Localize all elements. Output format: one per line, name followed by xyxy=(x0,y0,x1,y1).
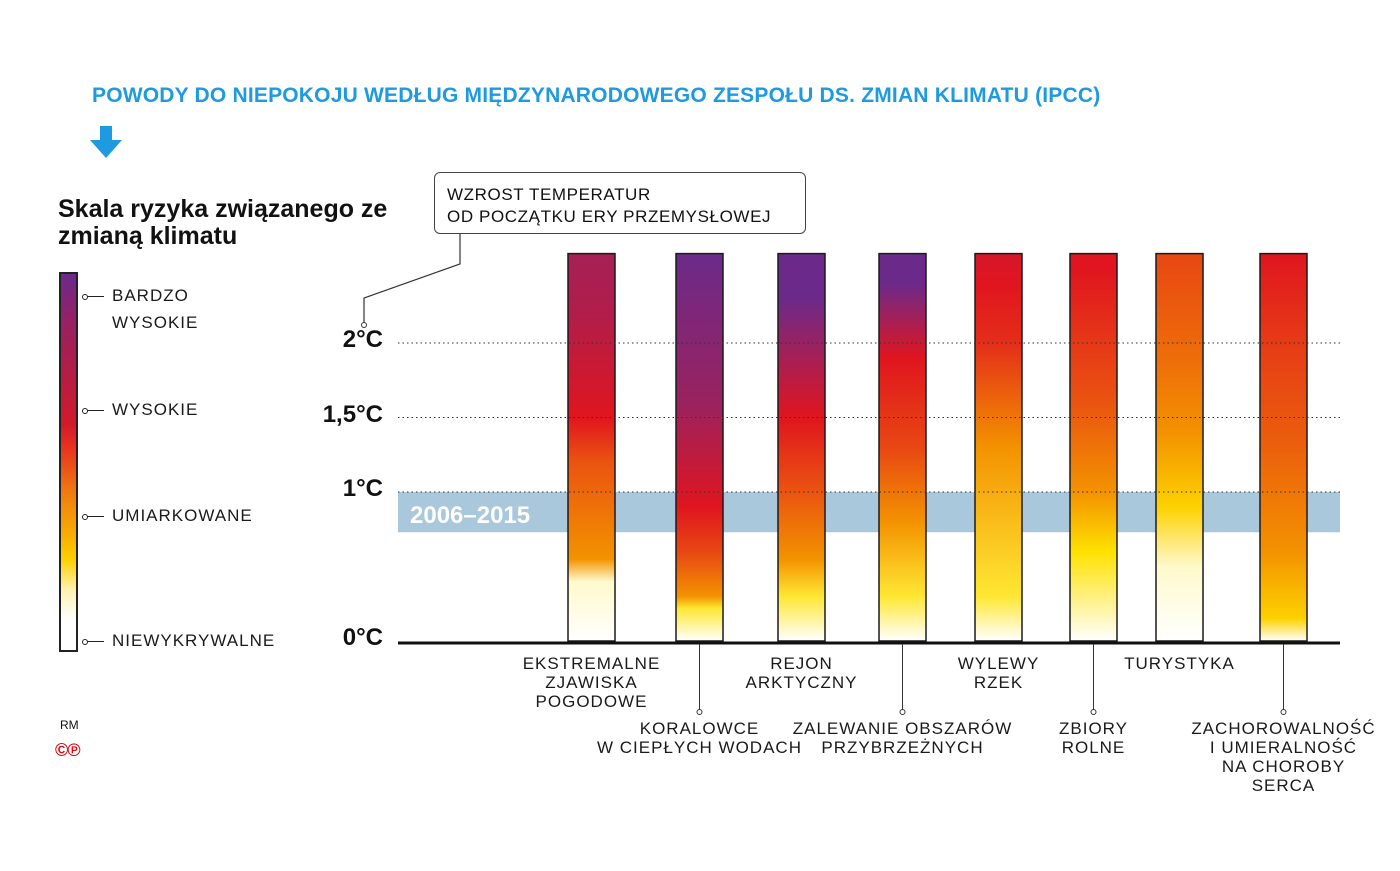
legend-label-line: WYSOKIE xyxy=(112,400,199,419)
category-label-4: ZALEWANIE OBSZARÓW PRZYBRZEŻNYCH xyxy=(783,719,1023,757)
callout-line-2: OD POCZĄTKU ERY PRZEMYSŁOWEJ xyxy=(447,207,772,226)
leader-dot-8 xyxy=(1280,709,1287,715)
risk-bar-8 xyxy=(1259,252,1308,642)
category-label-2: KORALOWCE W CIEPŁYCH WODACH xyxy=(580,719,820,757)
temperature-callout: WZROST TEMPERATUR OD POCZĄTKU ERY PRZEMY… xyxy=(434,172,806,234)
legend-tick-dot xyxy=(82,639,88,645)
band-label: 2006–2015 xyxy=(410,502,530,529)
category-label-5: WYLEWY RZEK xyxy=(879,654,1119,692)
category-label-7: TURYSTYKA xyxy=(1060,654,1300,673)
risk-bar-6 xyxy=(1069,252,1118,642)
y-tick-label: 1°C xyxy=(342,475,383,502)
legend-tick xyxy=(86,516,104,517)
legend-label-line: WYSOKIE xyxy=(112,313,199,332)
risk-bar-7 xyxy=(1155,252,1204,642)
chart-subtitle: Skala ryzyka związanego ze zmianą klimat… xyxy=(58,195,388,250)
category-label-line: TURYSTYKA xyxy=(1124,654,1235,673)
legend-tick-dot xyxy=(82,294,88,300)
category-label-line: ZJAWISKA xyxy=(545,673,638,692)
leader-dot-2 xyxy=(696,709,703,715)
category-label-line: POGODOWE xyxy=(535,692,648,711)
legend-tick xyxy=(86,641,104,642)
category-label-line: I UMIERALNOŚĆ xyxy=(1209,738,1358,757)
risk-legend-bar xyxy=(59,272,78,652)
risk-bar-1 xyxy=(567,252,616,642)
legend-label: NIEWYKRYWALNE xyxy=(112,627,275,654)
category-label-line: W CIEPŁYCH WODACH xyxy=(597,738,802,757)
category-label-line: ZALEWANIE OBSZARÓW xyxy=(792,719,1013,738)
category-label-line: EKSTREMALNE xyxy=(522,654,661,673)
legend-tick xyxy=(86,296,104,297)
category-label-line: REJON xyxy=(770,654,833,673)
leader-dot-6 xyxy=(1090,709,1097,715)
category-label-line: NA CHOROBY xyxy=(1221,757,1346,776)
category-label-line: KORALOWCE xyxy=(639,719,760,738)
legend-label: UMIARKOWANE xyxy=(112,502,253,529)
risk-bar-5 xyxy=(974,252,1023,642)
legend-label: BARDZO WYSOKIE xyxy=(112,282,198,336)
copyright-mark: ©℗ xyxy=(55,740,81,760)
category-label-line: WYLEWY xyxy=(957,654,1040,673)
category-label-line: ARKTYCZNY xyxy=(745,673,858,692)
chart-title: POWODY DO NIEPOKOJU WEDŁUG MIĘDZYNARODOW… xyxy=(92,84,1101,107)
y-tick-label: 1,5°C xyxy=(322,400,383,428)
risk-bar-2 xyxy=(675,252,724,642)
legend-label-line: NIEWYKRYWALNE xyxy=(112,631,276,650)
category-label-6: ZBIORY ROLNE xyxy=(974,719,1214,757)
legend-tick-dot xyxy=(82,514,88,520)
category-label-3: REJON ARKTYCZNY xyxy=(682,654,922,692)
callout-leader-dot xyxy=(361,322,367,328)
risk-bar-3 xyxy=(777,252,826,642)
credit-initials: RM xyxy=(60,718,79,732)
callout-line-1: WZROST TEMPERATUR xyxy=(447,185,651,204)
category-label-line: ZBIORY xyxy=(1059,719,1128,738)
category-label-8: ZACHOROWALNOŚĆ I UMIERALNOŚĆ NA CHOROBY SER… xyxy=(1164,719,1400,795)
callout-leader-line xyxy=(363,234,461,322)
legend-label: WYSOKIE xyxy=(112,396,198,423)
category-label-line: SERCA xyxy=(1251,776,1316,795)
category-label-line: RZEK xyxy=(973,673,1024,692)
leader-dot-4 xyxy=(899,709,906,715)
legend-label-line: BARDZO xyxy=(112,286,189,305)
y-tick-label: 0°C xyxy=(342,624,383,651)
category-label-1: EKSTREMALNE ZJAWISKA POGODOWE xyxy=(472,654,712,711)
arrow-down-icon xyxy=(90,126,122,158)
legend-tick xyxy=(86,410,104,411)
legend-label-line: UMIARKOWANE xyxy=(112,506,253,525)
y-tick-label: 2°C xyxy=(342,326,383,353)
risk-bar-4 xyxy=(878,252,927,642)
legend-tick-dot xyxy=(82,408,88,414)
category-label-line: PRZYBRZEŻNYCH xyxy=(821,738,984,757)
category-label-line: ZACHOROWALNOŚĆ xyxy=(1191,719,1376,738)
category-label-line: ROLNE xyxy=(1061,738,1126,757)
